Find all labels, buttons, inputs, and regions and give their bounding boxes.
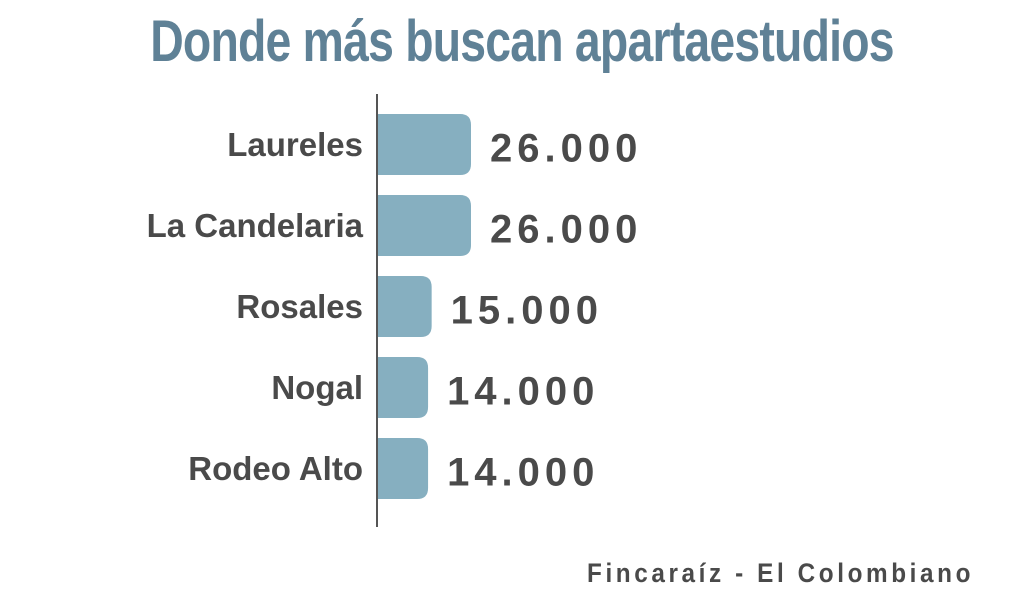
bar-rosales <box>378 276 432 337</box>
category-label: Nogal <box>271 369 363 406</box>
bar-laureles <box>378 114 471 175</box>
category-label: Laureles <box>227 126 363 163</box>
bars-layer: Laureles 26.000 La Candelaria 26.000 Rosales… <box>147 114 642 499</box>
value-label: 26.000 <box>490 208 642 252</box>
category-label: Rodeo Alto <box>188 450 363 487</box>
value-label: 14.000 <box>447 451 599 495</box>
source-credit: Fincaraíz - El Colombiano <box>586 558 974 588</box>
value-label: 26.000 <box>490 127 642 171</box>
bar-nogal <box>378 357 429 418</box>
category-label: La Candelaria <box>147 207 364 244</box>
bar-la-candelaria <box>378 195 471 256</box>
value-label: 14.000 <box>447 370 599 414</box>
bar-rodeo-alto <box>378 438 429 499</box>
category-label: Rosales <box>236 288 363 325</box>
chart-title: Donde más buscan apartaestudios <box>150 9 894 74</box>
value-label: 15.000 <box>451 289 603 333</box>
